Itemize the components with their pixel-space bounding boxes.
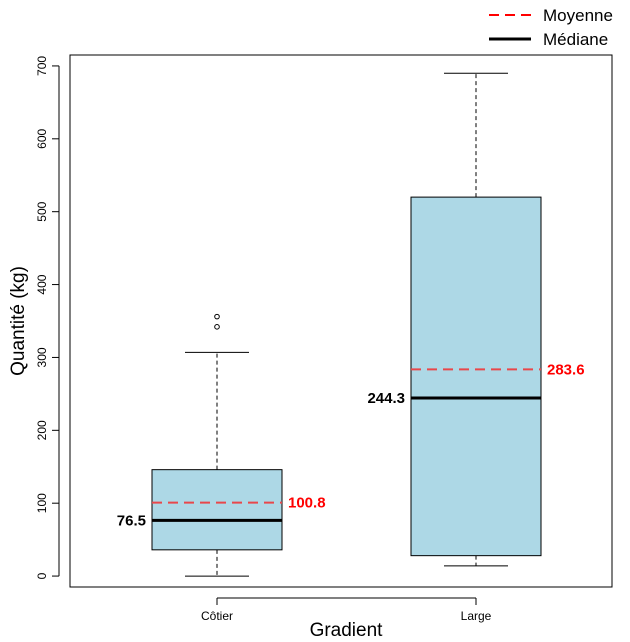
legend-mean-label: Moyenne	[543, 6, 613, 25]
legend: Moyenne Médiane	[489, 6, 613, 49]
y-axis-title: Quantité (kg)	[8, 266, 29, 376]
median-value-label: 244.3	[367, 390, 405, 407]
y-tick-label: 100	[35, 493, 49, 513]
boxes: 76.5 100.8 244.3 283.6	[117, 72, 585, 577]
box-iqr	[410, 196, 542, 557]
y-tick-label: 200	[35, 420, 49, 440]
box-group: 76.5 100.8	[117, 313, 326, 577]
x-axis-title: Gradient	[310, 620, 384, 641]
legend-median-label: Médiane	[543, 30, 608, 49]
mean-value-label: 100.8	[288, 495, 326, 512]
x-tick-label: Côtier	[201, 609, 233, 623]
box-iqr	[151, 469, 283, 551]
outlier-point	[214, 313, 220, 320]
y-tick-label: 400	[35, 274, 49, 294]
x-axis: Côtier Large	[201, 597, 492, 623]
y-tick-label: 300	[35, 347, 49, 367]
y-tick-label: 700	[35, 56, 49, 76]
x-tick-label: Large	[461, 609, 492, 623]
y-tick-label: 500	[35, 201, 49, 221]
box-group: 244.3 283.6	[367, 72, 585, 567]
y-axis: 0 100 200 300 400 500 600 700	[35, 56, 60, 579]
mean-value-label: 283.6	[547, 361, 585, 378]
plot-frame	[69, 54, 613, 588]
y-tick-label: 600	[35, 128, 49, 148]
median-value-label: 76.5	[117, 512, 146, 529]
outlier-point	[214, 324, 220, 330]
y-tick-label: 0	[35, 572, 49, 579]
